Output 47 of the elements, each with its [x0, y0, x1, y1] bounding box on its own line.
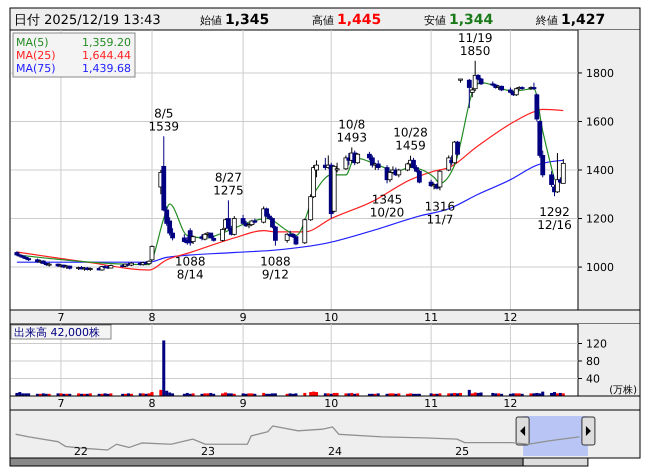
- x-tick-label: 8: [148, 397, 156, 410]
- annotation: 1345 10/20: [370, 192, 404, 220]
- text: MA(5): [16, 36, 49, 49]
- y-tick-label: 80: [586, 355, 600, 368]
- annotation: 10/8 1493: [336, 117, 368, 144]
- annotation: 1316 11/7: [424, 199, 456, 226]
- y-tick-label: 1600: [586, 115, 614, 128]
- y-tick-label: 120: [586, 338, 607, 350]
- annotation: 1,644.44: [82, 49, 131, 62]
- x-tick-label: 9: [240, 397, 247, 410]
- y-tick-label: 1800: [586, 66, 614, 80]
- text: 始値 1,345: [200, 12, 270, 28]
- x-tick-label: 7: [57, 311, 64, 324]
- text: 安値 1,344: [424, 12, 494, 28]
- chart-title: 出来高 42,000株: [14, 326, 100, 339]
- annotation: 1292 12/16: [537, 205, 572, 232]
- y-axis-title: (万株): [609, 384, 638, 396]
- x-tick-label: 8: [148, 311, 156, 324]
- x-tick-label: 11: [424, 311, 438, 324]
- x-tick-label: 12: [503, 311, 518, 324]
- x-tick-label: 10: [324, 397, 338, 410]
- annotation: 8/27 1275: [213, 170, 244, 198]
- x-tick-label: 11: [424, 397, 438, 410]
- text: MA(25): [16, 49, 56, 62]
- annotation: 8/5 1539: [148, 106, 180, 134]
- x-tick-label: 7: [57, 397, 64, 410]
- x-tick-label: 22: [74, 445, 88, 458]
- x-tick-label: 12: [503, 397, 518, 410]
- annotation: 1,359.20: [82, 36, 131, 49]
- y-tick-label: 40: [586, 372, 600, 386]
- x-tick-label: 24: [328, 445, 342, 458]
- annotation: 10/28 1459: [393, 126, 428, 153]
- x-tick-label: 25: [455, 445, 470, 458]
- annotation: 1088 9/12: [260, 254, 291, 282]
- annotation: 11/19 1850: [458, 30, 492, 58]
- y-tick-label: 1200: [586, 212, 614, 226]
- x-tick-label: 10: [324, 311, 338, 324]
- annotation: 1,439.68: [82, 62, 131, 75]
- y-tick-label: 1000: [586, 261, 614, 274]
- x-tick-label: 9: [240, 311, 247, 324]
- y-tick-label: 1400: [586, 164, 614, 177]
- chart-title: 日付 2025/12/19 13:43: [14, 13, 161, 28]
- text: 終値 1,427: [535, 12, 606, 28]
- text: 高値 1,445: [312, 12, 382, 28]
- x-tick-label: 23: [200, 445, 215, 458]
- annotation: 1088 8/14: [174, 254, 206, 282]
- text: MA(75): [16, 62, 56, 75]
